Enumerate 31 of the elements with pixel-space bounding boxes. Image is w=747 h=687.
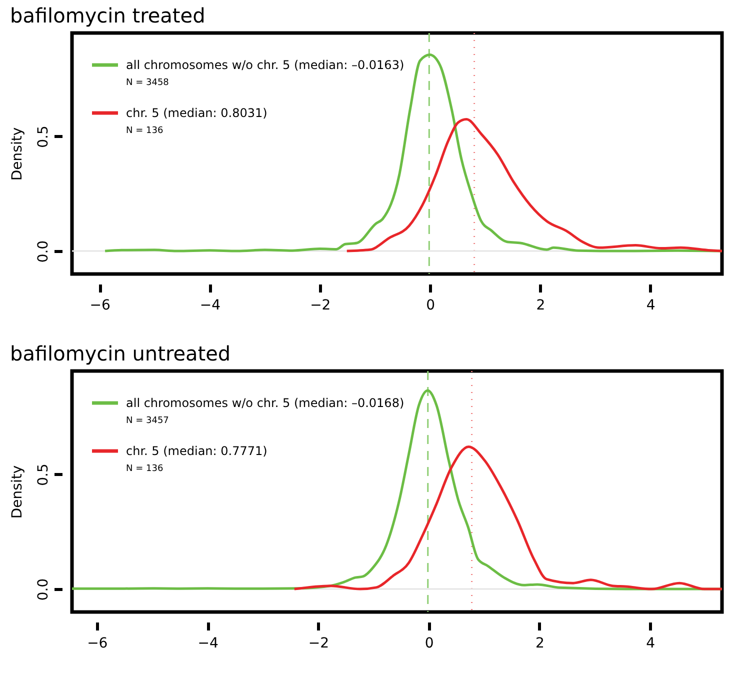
line-series [293, 445, 722, 590]
y-tick-label: 0.5 [36, 464, 52, 486]
chart-title: bafilomycin treated [10, 3, 206, 28]
y-tick-label: 0.5 [36, 126, 52, 148]
annotation: N = 3458 [126, 78, 170, 88]
legend-label: all chromosomes w/o chr. 5 (median: –0.0168) [126, 396, 404, 410]
annotation: N = 136 [126, 464, 164, 474]
x-tick-label: 4 [646, 298, 656, 314]
x-tick-label: 0 [426, 298, 436, 314]
x-tick-label: 2 [535, 636, 544, 652]
x-tick-label: −4 [200, 298, 221, 314]
y-tick-label: 0.0 [36, 240, 52, 263]
chart-title: bafilomycin untreated [10, 341, 231, 366]
line-series [346, 118, 722, 252]
annotation: N = 3457 [126, 416, 169, 426]
y-axis-title: Density [10, 465, 26, 519]
line-series [104, 54, 722, 252]
legend-label: chr. 5 (median: 0.7771) [126, 444, 268, 458]
y-tick-label: 0.0 [36, 578, 52, 601]
x-tick-label: 2 [536, 298, 546, 314]
annotation: N = 136 [126, 126, 164, 136]
x-tick-label: 4 [646, 636, 656, 652]
x-tick-label: −6 [87, 636, 108, 652]
x-tick-label: −2 [310, 298, 331, 314]
x-tick-label: −2 [308, 636, 329, 652]
y-axis-title: Density [10, 127, 26, 181]
x-tick-label: −4 [198, 636, 218, 652]
x-tick-label: 0 [424, 636, 434, 652]
x-tick-label: −6 [90, 298, 110, 314]
legend-label: chr. 5 (median: 0.8031) [126, 106, 268, 120]
legend-label: all chromosomes w/o chr. 5 (median: –0.0163) [126, 58, 404, 72]
